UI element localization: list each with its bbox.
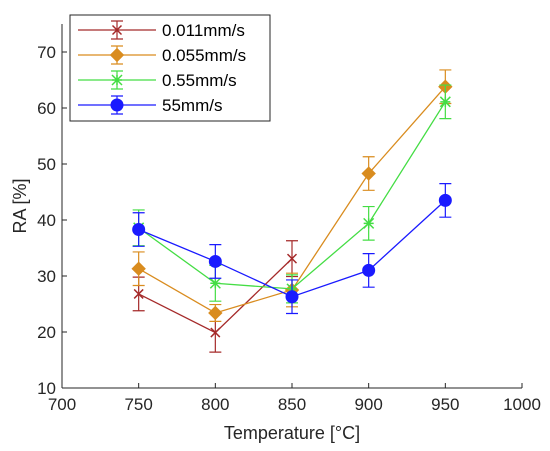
data-point-2-1-shape: [209, 277, 221, 289]
legend-item-1: 0.055mm/s: [78, 45, 246, 65]
data-point-3-1-shape: [208, 254, 222, 268]
data-point-1-3: [361, 166, 376, 181]
legend-marker-0: [111, 24, 123, 36]
data-point-3-2-shape: [285, 290, 299, 304]
data-point-0-2: [286, 253, 298, 264]
x-tick-label-3: 850: [278, 395, 306, 414]
data-point-2-1: [209, 277, 221, 289]
legend-marker-1: [109, 47, 125, 63]
legend-marker-2: [111, 74, 123, 86]
data-point-3-1: [208, 254, 222, 268]
data-point-3-4: [438, 193, 452, 207]
data-point-1-0: [131, 261, 146, 276]
data-point-3-4-shape: [438, 193, 452, 207]
x-tick-label-2: 800: [201, 395, 229, 414]
legend-item-0: 0.011mm/s: [78, 20, 245, 40]
legend-label-3: 55mm/s: [162, 96, 222, 115]
legend-label-0: 0.011mm/s: [162, 21, 245, 40]
series-3: [132, 183, 452, 315]
legend-marker-3: [110, 98, 124, 112]
legend-box: [69, 14, 271, 122]
data-point-1-1: [208, 305, 223, 321]
y-tick-label-5: 60: [37, 99, 56, 118]
data-point-2-3-shape: [363, 217, 375, 229]
data-point-0-0-shape: [133, 288, 144, 299]
data-point-3-2: [285, 290, 299, 304]
legend-marker-1-shape: [109, 47, 125, 63]
data-point-1-1-shape: [208, 305, 223, 321]
y-tick-label-3: 40: [37, 211, 56, 230]
legend-marker-3-shape: [110, 98, 124, 112]
data-point-3-3: [362, 263, 376, 277]
legend: 0.011mm/s 0.055mm/s 0.55mm/s 55mm/s: [69, 14, 271, 122]
legend-label-2: 0.55mm/s: [162, 71, 237, 90]
data-point-1-3-shape: [361, 166, 376, 181]
data-point-3-3-shape: [362, 263, 376, 277]
data-point-0-2-shape: [286, 253, 298, 264]
data-point-0-0: [133, 288, 144, 299]
data-point-3-0: [132, 223, 146, 237]
x-tick-label-6: 1000: [503, 395, 541, 414]
data-point-1-0-shape: [131, 261, 146, 276]
y-axis-label: RA [%]: [10, 178, 30, 233]
legend-items: 0.011mm/s 0.055mm/s 0.55mm/s 55mm/s: [78, 20, 246, 115]
series-layer: [131, 69, 453, 353]
data-point-0-1-shape: [210, 327, 221, 338]
data-point-2-4: [439, 96, 451, 108]
legend-marker-2-shape: [111, 74, 123, 86]
ticks-layer: 700 750 800 850 900 950 1000 10 20 30 40 50 60 70: [37, 43, 541, 414]
legend-item-2: 0.55mm/s: [78, 70, 237, 90]
y-tick-label-6: 70: [37, 43, 56, 62]
data-point-2-3: [363, 217, 375, 229]
y-tick-label-4: 50: [37, 155, 56, 174]
y-tick-label-1: 20: [37, 323, 56, 342]
x-tick-label-1: 750: [124, 395, 152, 414]
data-point-2-4-shape: [439, 96, 451, 108]
legend-item-3: 55mm/s: [78, 95, 222, 115]
legend-marker-0-shape: [111, 24, 123, 36]
x-axis-label: Temperature [°C]: [224, 423, 360, 443]
data-point-3-0-shape: [132, 223, 146, 237]
y-tick-label-0: 10: [37, 379, 56, 398]
data-point-0-1: [210, 327, 221, 338]
legend-label-1: 0.055mm/s: [162, 46, 246, 65]
x-tick-label-4: 900: [354, 395, 382, 414]
y-tick-label-2: 30: [37, 267, 56, 286]
x-tick-label-5: 950: [431, 395, 459, 414]
x-tick-label-0: 700: [48, 395, 76, 414]
